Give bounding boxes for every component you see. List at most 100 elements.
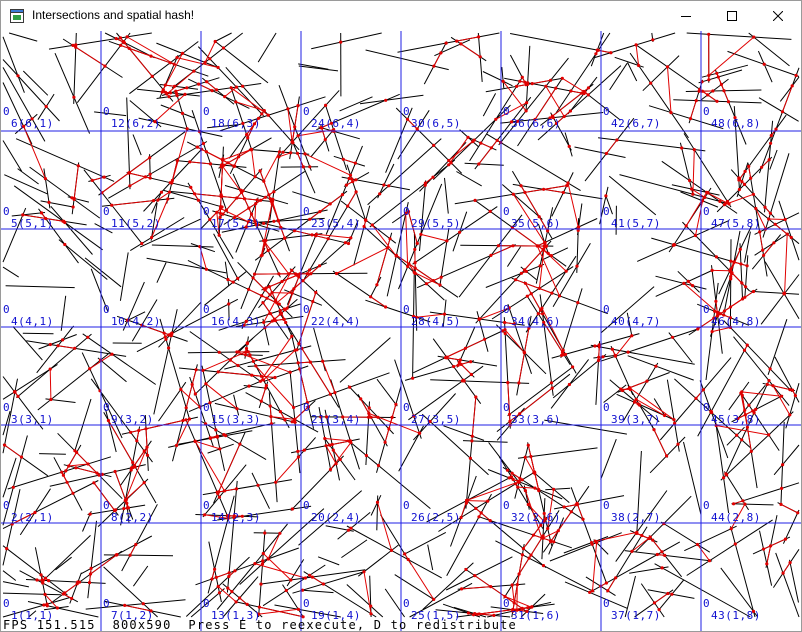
intersection-point [42,603,46,607]
intersection-link [191,384,196,395]
intersection-point [565,184,569,188]
intersection-point [123,603,127,608]
cell-count: 0 [203,597,210,610]
segment [369,159,456,228]
intersection-point [70,596,74,601]
intersection-point [715,71,719,75]
intersection-point [733,542,737,546]
intersection-point [537,286,542,290]
intersection-link [667,66,672,113]
intersection-link [697,544,710,561]
intersection-point [567,144,571,148]
intersection-link [195,440,221,450]
intersection-point [266,113,270,117]
intersection-point [296,134,300,138]
maximize-button[interactable] [709,1,755,31]
intersection-point [449,161,453,165]
segment [132,134,142,156]
intersection-point [722,89,726,93]
intersection-point [510,225,514,229]
intersection-point [190,382,194,387]
intersection-point [238,442,242,446]
intersection-point [244,346,249,351]
intersection-point [520,478,524,482]
intersection-point [305,272,309,276]
segment [590,344,695,365]
intersection-point [240,514,244,518]
intersection-point [278,312,282,316]
intersection-link [716,425,769,436]
intersection-point [257,116,261,120]
intersection-point [768,211,773,215]
intersection-link [114,471,127,501]
cell-count: 0 [303,303,310,316]
intersection-point [686,279,690,283]
intersection-point [264,286,268,290]
intersection-point [303,152,307,156]
intersection-point [411,376,415,380]
intersection-point [246,350,250,354]
cell-count: 0 [403,597,410,610]
cell-count: 0 [703,303,710,316]
intersection-point [194,368,198,372]
intersection-link [567,182,579,228]
cell-label: 8(2,2) [111,511,154,524]
intersection-point [428,419,432,424]
intersection-point [517,480,521,484]
intersection-point [649,81,653,85]
segment [2,545,68,596]
intersection-link [218,371,276,378]
intersection-point [95,471,99,475]
cell-count: 0 [403,499,410,512]
cell-label: 27(3,5) [411,413,461,426]
cell-count: 0 [503,401,510,414]
intersection-point [346,204,350,208]
intersection-point [349,236,353,240]
intersection-point [707,32,711,36]
intersection-point [142,481,146,485]
segment [464,162,504,166]
cell-count: 0 [203,105,210,118]
intersection-point [163,90,168,94]
title-bar[interactable]: Intersections and spatial hash! [1,1,801,31]
intersection-point [486,499,490,503]
close-button[interactable] [755,1,801,31]
segment [536,218,598,247]
segment [39,453,66,455]
intersection-point [737,187,742,192]
segment [121,504,158,572]
intersection-link [690,100,697,119]
intersection-point [666,591,670,596]
intersection-point [250,148,254,152]
minimize-button[interactable] [663,1,709,31]
intersection-point [162,331,166,335]
intersection-point [406,557,410,562]
intersection-point [676,442,680,446]
intersection-link [270,416,295,420]
segment [292,570,366,594]
intersection-point [418,431,422,435]
intersection-point [233,569,237,573]
intersection-point [529,454,533,459]
segment [552,354,607,399]
intersection-point [311,299,315,304]
intersection-point [515,583,519,587]
intersection-point [684,224,688,228]
intersection-point [137,428,141,433]
segment [214,402,297,424]
intersection-point [576,301,580,305]
intersection-point [369,604,373,608]
fps-label: FPS [3,618,29,631]
intersection-point [743,413,748,417]
intersection-point [143,175,148,179]
intersection-link [336,247,388,274]
render-canvas[interactable]: 0 6(6,1) 0 12(6,2) 0 18(6,3) 0 24(6,4) 0 30(6,5) 0… [1,31,801,631]
intersection-point [92,481,96,485]
segment [762,153,790,238]
intersection-point [542,187,546,191]
intersection-point [208,436,212,440]
cell-label: 16(4,3) [211,315,261,328]
intersection-link [93,482,116,511]
intersection-point [523,281,528,285]
